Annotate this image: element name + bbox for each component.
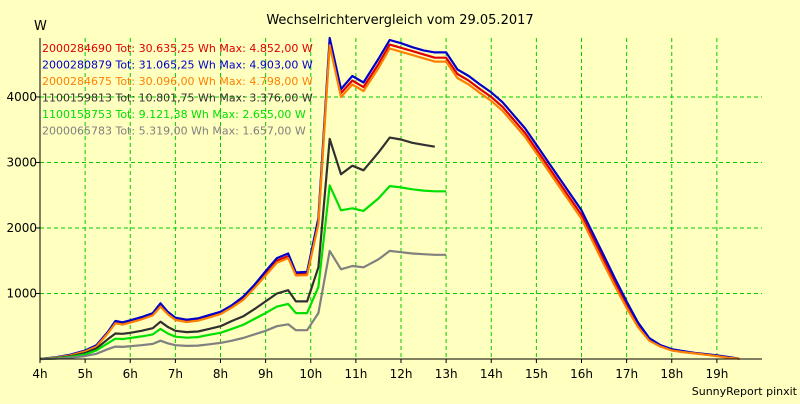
x-tick-label: 8h [213, 367, 228, 381]
series-lines [39, 36, 740, 361]
x-tick-label: 4h [32, 367, 47, 381]
x-tick-label: 12h [390, 367, 413, 381]
y-tick-label: 3000 [6, 155, 37, 169]
series-line-2000065783 [39, 249, 447, 361]
x-tick-label: 5h [78, 367, 93, 381]
x-tick-label: 10h [299, 367, 322, 381]
x-tick-label: 15h [525, 367, 548, 381]
x-tick-label: 18h [660, 367, 683, 381]
legend: 2000284690 Tot: 30.635,25 Wh Max: 4.852,… [42, 42, 313, 138]
legend-entry-2000284675: 2000284675 Tot: 30.096,00 Wh Max: 4.798,… [42, 75, 313, 88]
x-tick-label: 9h [258, 367, 273, 381]
y-tick-label: 2000 [6, 221, 37, 235]
series-line-2000280879 [39, 36, 740, 361]
y-axis-tick-labels: 1000 2000 3000 4000 [6, 90, 40, 300]
x-tick-label: 7h [168, 367, 183, 381]
y-axis-unit-label: W [34, 19, 47, 34]
x-tick-label: 17h [615, 367, 638, 381]
footer-credit: SunnyReport pinxit [692, 385, 798, 398]
legend-entry-1100158753: 1100158753 Tot: 9.121,38 Wh Max: 2.655,0… [42, 108, 306, 121]
x-tick-label: 13h [435, 367, 458, 381]
series-line-1100159813 [39, 136, 435, 361]
series-line-2000284690 [39, 40, 740, 361]
legend-entry-1100159813: 1100159813 Tot: 10.801,75 Wh Max: 3.376,… [42, 92, 313, 105]
legend-entry-2000065783: 2000065783 Tot: 5.319,00 Wh Max: 1.657,0… [42, 125, 306, 138]
x-tick-label: 16h [570, 367, 593, 381]
legend-entry-2000280879: 2000280879 Tot: 31.065,25 Wh Max: 4.903,… [42, 59, 313, 72]
x-tick-label: 6h [123, 367, 138, 381]
series-line-2000284675 [39, 44, 740, 361]
y-tick-label: 1000 [6, 286, 37, 300]
x-tick-label: 14h [480, 367, 503, 381]
legend-entry-2000284690: 2000284690 Tot: 30.635,25 Wh Max: 4.852,… [42, 42, 313, 55]
x-tick-label: 19h [705, 367, 728, 381]
x-tick-label: 11h [344, 367, 367, 381]
x-axis-tick-labels: 4h 5h 6h 7h 8h 9h 10h 11h 12h 13h 14h 15h 16h 17h 18h 1… [32, 359, 728, 381]
chart-title: Wechselrichtervergleich vom 29.05.2017 [266, 13, 533, 28]
series-line-1100158753 [39, 184, 447, 361]
y-tick-label: 4000 [6, 90, 37, 104]
